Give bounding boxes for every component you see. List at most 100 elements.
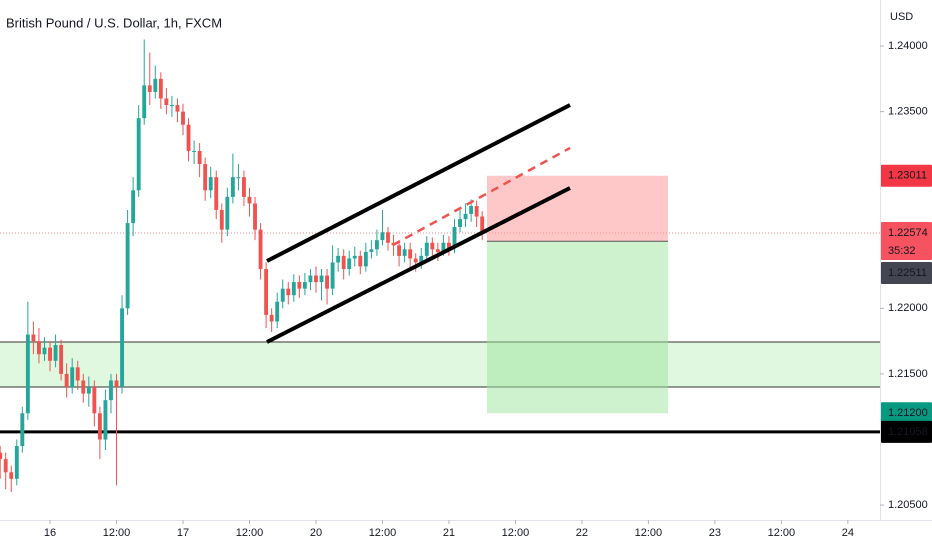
price-label: 1.22511 <box>888 267 927 279</box>
price-label-box <box>881 222 932 261</box>
y-tick-label: 1.24000 <box>888 40 928 52</box>
candle-body <box>64 373 69 388</box>
candle-body <box>275 301 280 322</box>
candle-body <box>20 413 25 447</box>
axes: 1.24000 1.23500 1.22000 1.21500 1.20500 16 12:… <box>44 40 932 539</box>
candle-body <box>70 367 75 388</box>
candle-body <box>169 105 174 107</box>
x-tick-label: 16 <box>44 527 56 539</box>
candle-body <box>114 380 119 388</box>
candle-body <box>430 242 435 250</box>
candle-body <box>380 232 385 241</box>
candle-body <box>308 275 313 283</box>
candle-body <box>48 347 52 361</box>
candle-body <box>197 150 202 165</box>
candle-body <box>59 345 64 374</box>
price-label-box <box>881 262 932 285</box>
x-tick-label: 12:00 <box>502 527 530 539</box>
candle-body <box>131 190 136 224</box>
candle-body <box>181 111 185 125</box>
candle-body <box>291 282 296 296</box>
candle-body <box>463 213 468 220</box>
candle-body <box>474 206 479 217</box>
candle-body <box>3 459 8 473</box>
candle-body <box>125 223 130 309</box>
candle-body <box>81 380 86 394</box>
candle-body <box>447 242 451 248</box>
candle-body <box>458 219 462 228</box>
candle-body <box>369 249 374 252</box>
candle-body <box>86 387 91 394</box>
candle-body <box>25 334 30 414</box>
candle-body <box>192 150 197 152</box>
candle-body <box>92 387 97 414</box>
candle-body <box>419 255 424 263</box>
y-tick-label: 1.22000 <box>888 302 928 314</box>
candle-body <box>480 216 485 234</box>
candle-body <box>341 255 346 269</box>
channel-mid <box>392 146 571 247</box>
candle-body <box>0 452 3 460</box>
x-tick-label: 12:00 <box>369 527 397 539</box>
price-label: 1.22574 <box>888 227 928 239</box>
candle-body <box>319 275 324 283</box>
candle-body <box>53 345 58 361</box>
candle-body <box>302 282 307 289</box>
candle-body <box>31 334 36 342</box>
candle-body <box>158 78 163 99</box>
candle-body <box>208 177 213 191</box>
candle-body <box>336 255 341 263</box>
target-area <box>487 241 668 414</box>
candle-body <box>269 314 274 322</box>
candle-body <box>142 85 147 119</box>
candle-body <box>214 177 219 210</box>
candle-body <box>325 275 329 289</box>
position-box <box>487 175 668 414</box>
x-tick-label: 12:00 <box>635 527 663 539</box>
drawings-foreground <box>266 103 571 344</box>
price-label-box <box>881 164 932 187</box>
countdown: 35:32 <box>888 245 916 257</box>
candle-body <box>469 206 474 214</box>
candle-body <box>386 232 390 243</box>
candle-body <box>97 413 102 440</box>
candle-body <box>14 446 19 479</box>
candle-body <box>314 275 318 283</box>
candle-body <box>247 196 252 204</box>
demand-zone <box>0 342 880 387</box>
y-tick-label: 1.23500 <box>888 106 928 118</box>
candle-body <box>452 227 457 248</box>
candle-body <box>435 249 440 252</box>
candle-body <box>136 118 141 191</box>
candle-body <box>397 245 402 256</box>
candle-body <box>75 367 80 381</box>
currency: USD <box>890 11 913 23</box>
chart-title: British Pound / U.S. Dollar, 1h, FXCM <box>6 15 222 30</box>
candle-body <box>330 262 335 289</box>
candle-body <box>424 242 429 256</box>
channel-upper <box>266 103 571 263</box>
candle-body <box>9 472 14 479</box>
x-tick-label: 22 <box>576 527 588 539</box>
x-tick-label: 12:00 <box>103 527 131 539</box>
candle-body <box>363 251 368 267</box>
candle-body <box>236 177 241 179</box>
x-tick-label: 24 <box>842 527 854 539</box>
price-label: 1.21200 <box>888 407 928 419</box>
channel-lower <box>266 186 571 344</box>
candle-body <box>441 242 446 252</box>
candle-body <box>253 203 257 230</box>
candle-body <box>280 288 285 302</box>
candle-body <box>352 255 357 259</box>
candle-body <box>203 164 208 191</box>
candle-body <box>264 268 269 315</box>
candle-body <box>225 196 230 230</box>
candle-body <box>109 380 113 401</box>
candle-body <box>186 124 191 151</box>
candle-body <box>402 249 407 256</box>
candle-body <box>153 78 158 92</box>
candle-body <box>413 258 418 263</box>
candle-body <box>347 258 352 269</box>
